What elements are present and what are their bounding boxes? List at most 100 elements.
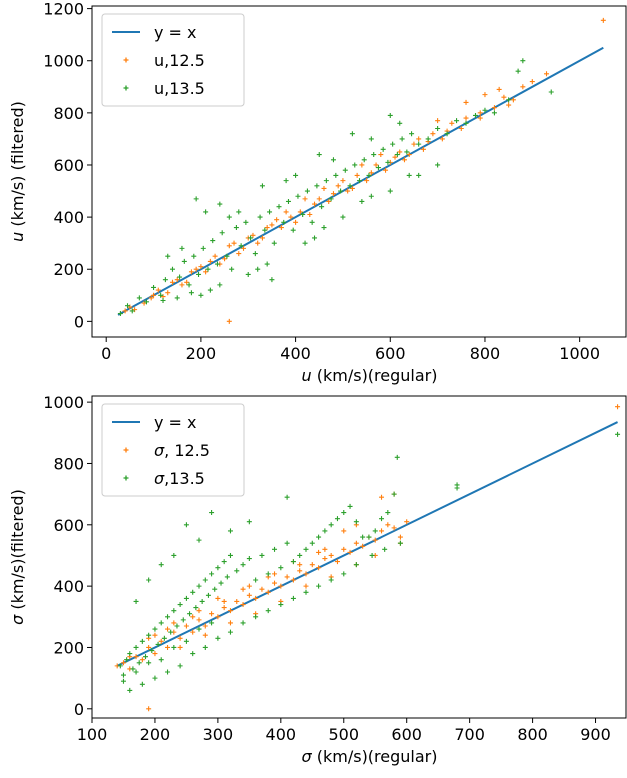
scatter-point-series-1 <box>188 290 194 296</box>
scatter-point-series-0 <box>347 549 353 555</box>
scatter-point-series-1 <box>124 657 130 663</box>
scatter-point-series-0 <box>449 120 455 126</box>
scatter-point-series-1 <box>209 510 215 516</box>
scatter-point-series-1 <box>233 225 239 231</box>
legend-label-series-0: σ, 12.5 <box>154 441 210 460</box>
scatter-point-series-0 <box>231 240 237 246</box>
scatter-point-series-0 <box>501 94 507 100</box>
scatter-point-series-1 <box>202 644 208 650</box>
scatter-point-series-1 <box>151 284 157 290</box>
scatter-point-series-1 <box>278 565 284 571</box>
scatter-point-series-0 <box>506 102 512 108</box>
scatter-point-series-1 <box>236 209 242 215</box>
scatter-point-series-1 <box>190 651 196 657</box>
scatter-point-series-0 <box>321 185 327 191</box>
scatter-point-series-0 <box>193 266 199 272</box>
scatter-point-series-1 <box>276 204 282 210</box>
legend <box>101 403 245 497</box>
scatter-point-series-0 <box>177 644 183 650</box>
scatter-point-series-1 <box>482 107 488 113</box>
scatter-point-series-0 <box>309 562 315 568</box>
y-tick-label: 1000 <box>43 393 84 412</box>
scatter-point-series-1 <box>290 559 296 565</box>
scatter-point-series-1 <box>207 287 213 293</box>
y-tick-label: 200 <box>53 260 84 279</box>
scatter-point-series-0 <box>491 105 497 111</box>
scatter-point-series-1 <box>158 562 164 568</box>
scatter-point-series-1 <box>371 152 377 158</box>
scatter-point-series-1 <box>127 651 133 657</box>
scatter-point-series-1 <box>171 608 177 614</box>
scatter-point-series-0 <box>463 99 469 105</box>
scatter-point-series-1 <box>152 626 158 632</box>
x-tick-label: 800 <box>517 725 548 744</box>
scatter-point-series-1 <box>196 626 202 632</box>
x-tick-label: 500 <box>328 725 359 744</box>
scatter-point-series-1 <box>171 644 177 650</box>
scatter-point-series-1 <box>227 528 233 534</box>
scatter-point-series-0 <box>146 706 152 712</box>
y-tick-label: 200 <box>53 638 84 657</box>
scatter-point-series-1 <box>253 614 259 620</box>
scatter-point-series-1 <box>285 198 291 204</box>
scatter-point-series-1 <box>387 188 393 194</box>
scatter-point-series-1 <box>615 431 621 437</box>
scatter-point-series-1 <box>284 540 290 546</box>
scatter-point-series-0 <box>297 562 303 568</box>
scatter-point-series-1 <box>259 183 265 189</box>
scatter-point-series-1 <box>196 271 202 277</box>
scatter-point-series-1 <box>158 620 164 626</box>
scatter-point-series-1 <box>224 574 230 580</box>
legend <box>101 13 245 107</box>
scatter-point-series-0 <box>158 638 164 644</box>
scatter-point-series-0 <box>169 279 175 285</box>
scatter-point-series-1 <box>193 196 199 202</box>
scatter-point-series-1 <box>360 534 366 540</box>
scatter-point-series-1 <box>353 519 359 525</box>
scatter-point-series-1 <box>295 193 301 199</box>
scatter-point-series-0 <box>307 212 313 218</box>
scatter-point-series-1 <box>375 165 381 171</box>
scatter-point-series-1 <box>387 112 393 118</box>
scatter-point-series-1 <box>399 136 405 142</box>
scatter-point-series-0 <box>316 196 322 202</box>
y-tick-label: 1000 <box>43 52 84 71</box>
legend-marker-series-1 <box>123 85 129 91</box>
series-line-y-equals-x <box>117 46 604 316</box>
scatter-point-series-1 <box>385 510 391 516</box>
scatter-point-series-1 <box>366 534 372 540</box>
scatter-point-series-1 <box>406 172 412 178</box>
scatter-point-series-0 <box>240 602 246 608</box>
scatter-point-series-0 <box>340 178 346 184</box>
scatter-point-series-1 <box>187 611 193 617</box>
scatter-point-series-0 <box>236 251 242 257</box>
scatter-point-series-0 <box>222 256 228 262</box>
scatter-point-series-0 <box>241 245 247 251</box>
scatter-point-series-1 <box>397 540 403 546</box>
scatter-point-series-0 <box>259 235 265 241</box>
scatter-point-series-0 <box>360 543 366 549</box>
scatter-point-series-1 <box>444 131 450 137</box>
x-tick-label: 400 <box>266 725 297 744</box>
scatter-point-series-0 <box>250 232 256 238</box>
scatter-point-series-1 <box>269 277 275 283</box>
scatter-point-series-1 <box>328 577 334 583</box>
scatter-point-series-1 <box>303 589 309 595</box>
scatter-point-series-1 <box>133 669 139 675</box>
x-tick-label: 800 <box>470 344 501 363</box>
x-tick-label: 900 <box>580 725 611 744</box>
x-tick-label: 400 <box>280 344 311 363</box>
y-axis-label-rest: (km/s) (filtered) <box>8 101 27 232</box>
scatter-point-series-0 <box>316 549 322 555</box>
scatter-point-series-1 <box>215 565 221 571</box>
scatter-point-series-0 <box>255 240 261 246</box>
scatter-point-series-0 <box>264 225 270 231</box>
scatter-point-series-1 <box>161 635 167 641</box>
scatter-point-series-1 <box>359 198 365 204</box>
scatter-point-series-1 <box>209 620 215 626</box>
scatter-point-series-1 <box>240 620 246 626</box>
scatter-point-series-1 <box>224 253 230 259</box>
scatter-point-series-0 <box>600 17 606 23</box>
scatter-point-series-1 <box>174 623 180 629</box>
scatter-point-series-0 <box>278 225 284 231</box>
